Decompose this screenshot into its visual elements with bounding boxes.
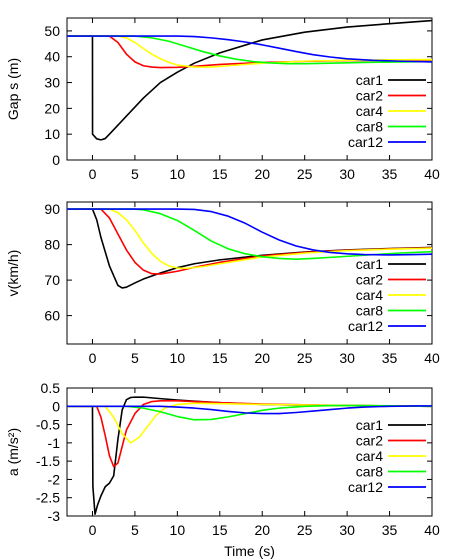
legend-label-car12: car12: [348, 318, 383, 334]
x-tick-label: 40: [424, 522, 440, 538]
x-tick-label: 35: [382, 522, 398, 538]
y-tick-label: 0: [52, 152, 60, 168]
series-line-car2: [67, 399, 432, 468]
x-tick-label: 10: [170, 522, 186, 538]
y-tick-label: 50: [44, 23, 60, 39]
chart-panel-3: 0 5 10 15 20 25 30 35 40 -3 -2.5 -2 -1.5 -1 -0.5 0 0.5 a …: [5, 380, 440, 559]
legend-label-car1: car1: [356, 417, 383, 433]
x-tick-label: 20: [254, 350, 270, 366]
x-tick-label: 20: [254, 522, 270, 538]
x-tick-label: 25: [297, 166, 313, 182]
x-tick-label: 5: [131, 166, 139, 182]
series-line-car4: [67, 208, 432, 270]
y-axis-label: Gap s (m): [5, 58, 21, 120]
x-tick-label: 15: [212, 350, 228, 366]
x-tick-label: 35: [382, 350, 398, 366]
x-tick-label: 5: [131, 350, 139, 366]
series-line-car12: [67, 35, 432, 63]
y-tick-label: 10: [44, 126, 60, 142]
x-tick-label: 10: [170, 166, 186, 182]
series-line-car12: [67, 405, 432, 415]
y-tick-label: -1: [48, 435, 61, 451]
x-tick-label: 40: [424, 166, 440, 182]
x-tick-label: 30: [339, 522, 355, 538]
y-axis-label: a (m/s²): [5, 428, 21, 476]
x-tick-label: 15: [212, 522, 228, 538]
x-tick-label: 35: [382, 166, 398, 182]
y-tick-label: 0: [52, 398, 60, 414]
y-tick-label: 20: [44, 100, 60, 116]
x-tick-label: 0: [89, 522, 97, 538]
series-line-car12: [67, 208, 432, 256]
y-tick-label: 90: [44, 201, 60, 217]
x-tick-label: 40: [424, 350, 440, 366]
plot-frame: [66, 387, 433, 517]
y-tick-label: -2: [48, 471, 61, 487]
x-tick-label: 5: [131, 522, 139, 538]
legend-label-car4: car4: [356, 103, 383, 119]
series-line-car8: [67, 404, 432, 421]
x-tick-label: 30: [339, 350, 355, 366]
x-tick-label: 15: [212, 166, 228, 182]
legend-label-car4: car4: [356, 448, 383, 464]
y-tick-label: -0.5: [36, 417, 60, 433]
plot-frame: [66, 201, 433, 345]
series-line-car8: [67, 35, 432, 65]
x-tick-label: 30: [339, 166, 355, 182]
y-tick-label: 40: [44, 49, 60, 65]
legend-label-car12: car12: [348, 479, 383, 495]
legend-label-car1: car1: [356, 256, 383, 272]
series-line-car4: [67, 402, 432, 444]
legend-label-car4: car4: [356, 287, 383, 303]
y-tick-label: -1.5: [36, 453, 60, 469]
series-line-car1: [67, 19, 432, 141]
y-tick-label: 0.5: [41, 380, 61, 396]
y-axis-label: v(km/h): [5, 250, 21, 297]
legend-label-car2: car2: [356, 88, 383, 104]
legend-label-car8: car8: [356, 303, 383, 319]
series-line-car8: [67, 208, 432, 260]
x-axis-label: Time (s): [224, 543, 275, 559]
chart-panel-1: 0 5 10 15 20 25 30 35 40 0 10 20 30 40 50 Gap s (m) car1…: [5, 17, 440, 182]
x-tick-label: 25: [297, 522, 313, 538]
plot-frame: [66, 17, 433, 161]
legend-label-car8: car8: [356, 119, 383, 135]
y-tick-label: -3: [48, 508, 61, 524]
x-tick-label: 0: [89, 166, 97, 182]
y-tick-label: 60: [44, 308, 60, 324]
series-line-car4: [67, 35, 432, 68]
y-tick-label: 30: [44, 75, 60, 91]
legend-label-car8: car8: [356, 464, 383, 480]
x-tick-label: 25: [297, 350, 313, 366]
x-tick-label: 10: [170, 350, 186, 366]
legend-label-car12: car12: [348, 134, 383, 150]
x-tick-label: 0: [89, 350, 97, 366]
legend-label-car1: car1: [356, 72, 383, 88]
y-tick-label: -2.5: [36, 490, 60, 506]
x-tick-label: 20: [254, 166, 270, 182]
legend-label-car2: car2: [356, 433, 383, 449]
legend-label-car2: car2: [356, 272, 383, 288]
y-tick-label: 80: [44, 237, 60, 253]
y-tick-label: 70: [44, 272, 60, 288]
